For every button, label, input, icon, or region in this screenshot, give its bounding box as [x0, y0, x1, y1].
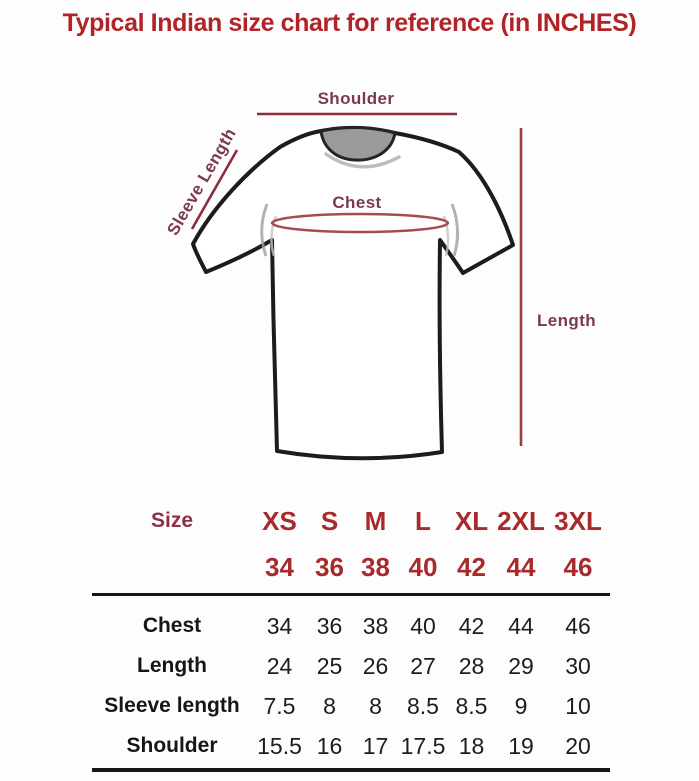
table-cell: 16 [316, 732, 343, 759]
table-cell: 42 [458, 612, 485, 639]
sleeve-measure-line [190, 149, 239, 230]
size-3xl: 3XL [554, 505, 602, 536]
table-cell: 28 [458, 652, 485, 679]
table-divider-bottom [92, 768, 610, 772]
left-armpit-shading [260, 203, 269, 257]
size-number: 36 [315, 551, 344, 582]
table-cell: 24 [266, 652, 293, 679]
table-cell: 15.5 [257, 732, 302, 759]
tshirt-outline [191, 125, 515, 461]
table-cell: 20 [565, 732, 591, 759]
length-diagram-label: Length [537, 311, 597, 330]
right-armpit-shading-2 [442, 215, 450, 257]
size-number-spacer [92, 544, 252, 590]
chest-measure-ellipse [270, 212, 450, 234]
table-cell: 17.5 [400, 732, 446, 759]
row-label-chest: Chest [142, 614, 202, 637]
size-number: 44 [506, 551, 536, 582]
table-cell: 19 [508, 732, 534, 759]
size-number: 34 [265, 551, 294, 582]
shoulder-diagram-label: Shoulder [317, 89, 395, 108]
size-xl: XL [454, 505, 489, 536]
collar [319, 125, 397, 162]
table-cell: 8 [323, 692, 336, 719]
table-cell: 36 [316, 612, 343, 639]
row-label-shoulder: Shoulder [126, 734, 218, 757]
size-table-body: Chest 34 36 38 40 42 44 46 Length 24 25 … [92, 606, 610, 766]
table-cell: 30 [565, 652, 591, 679]
table-divider-top [92, 593, 610, 596]
size-column-header: Size [150, 509, 194, 532]
size-number: 40 [408, 551, 438, 582]
size-m: M [364, 505, 387, 536]
left-armpit-shading-2 [270, 215, 278, 257]
size-table-header: Size XS S M L XL 2XL 3XL 34 36 38 40 42 … [92, 498, 610, 590]
table-cell: 8.5 [455, 692, 488, 719]
table-cell: 34 [266, 612, 293, 639]
size-s: S [320, 505, 339, 536]
size-number: 42 [457, 551, 486, 582]
table-cell: 40 [410, 612, 436, 639]
page-title: Typical Indian size chart for reference … [62, 9, 637, 37]
row-label-sleeve-length: Sleeve length [104, 694, 240, 717]
table-cell: 18 [458, 732, 485, 759]
table-cell: 27 [410, 652, 436, 679]
right-armpit-shading [450, 203, 459, 257]
table-cell: 9 [514, 692, 528, 719]
table-cell: 44 [508, 612, 534, 639]
table-cell: 25 [316, 652, 343, 679]
table-cell: 46 [565, 612, 591, 639]
collar-shadow [324, 152, 401, 169]
size-2xl: 2XL [497, 505, 545, 536]
table-cell: 17 [362, 732, 389, 759]
chest-diagram-label: Chest [332, 193, 382, 212]
table-cell: 8 [369, 692, 382, 719]
table-cell: 38 [362, 612, 389, 639]
size-number: 38 [361, 551, 390, 582]
size-xs: XS [262, 505, 297, 536]
table-cell: 7.5 [263, 692, 296, 719]
size-number: 46 [563, 551, 593, 582]
table-cell: 8.5 [407, 692, 439, 719]
table-cell: 29 [508, 652, 534, 679]
table-cell: 26 [362, 652, 389, 679]
table-cell: 10 [565, 692, 591, 719]
size-l: L [415, 505, 431, 536]
row-label-length: Length [137, 654, 207, 677]
